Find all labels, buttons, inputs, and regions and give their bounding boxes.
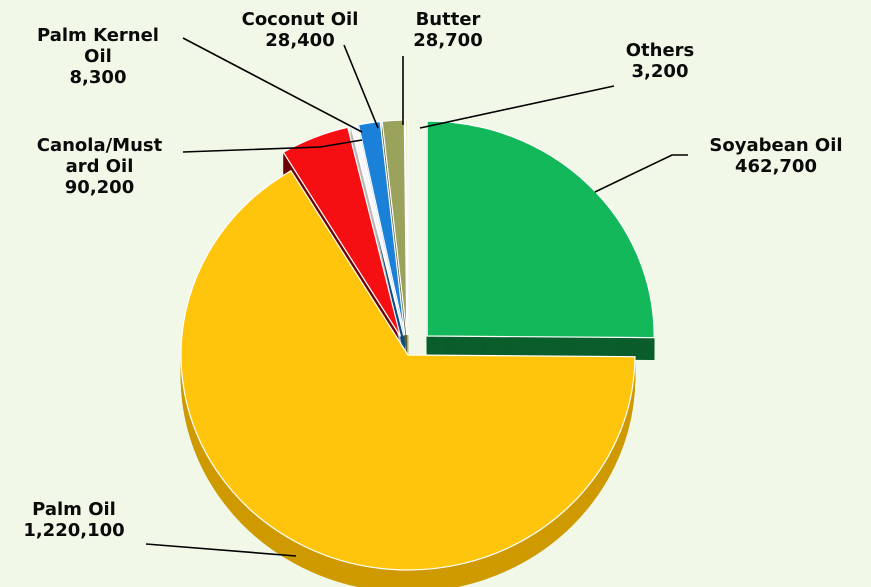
slice-palm-oil [180,169,636,571]
leader-line-palm-oil [145,543,297,557]
slice-label-canola-mustard-oil: Canola/Must ard Oil 90,200 [12,135,187,198]
slice-name-canola-line-1: Canola/Must [36,135,163,156]
slice-value-butter: 28,700 [413,30,483,51]
leader-line-coconut-oil [343,44,379,129]
slice-name-canola-line-2: ard Oil [65,156,134,177]
slice-name-others: Others [625,40,695,61]
slice-value-soyabean-oil: 462,700 [735,156,817,177]
pie-top-layer [180,119,655,571]
leader-line-soyabean-oil [594,154,688,193]
slice-value-coconut-oil: 28,400 [265,30,335,51]
leader-line-canola-mustard-oil [182,139,363,153]
leader-lines [145,37,688,557]
slice-label-coconut-oil: Coconut Oil 28,400 [230,9,370,51]
slice-name-palm-oil: Palm Oil [32,499,116,520]
slice-name-palm-kernel-line-2: Oil [84,46,112,67]
leader-line-palm-kernel-oil [182,37,363,133]
slice-coconut-oil [357,120,406,336]
leader-line-others [419,85,615,129]
slice-label-palm-kernel-oil: Palm Kernel Oil 8,300 [17,25,179,88]
slice-name-coconut-oil: Coconut Oil [241,9,359,30]
slice-name-soyabean-oil: Soyabean Oil [709,135,843,156]
slice-butter [381,119,408,336]
slice-label-butter: Butter 28,700 [396,9,500,51]
slice-others [404,119,409,336]
slice-soyabean-oil [426,120,655,339]
slice-name-palm-kernel-line-1: Palm Kernel [37,25,159,46]
slice-name-butter: Butter [415,9,481,30]
slice-label-others: Others 3,200 [610,40,710,82]
slice-label-palm-oil: Palm Oil 1,220,100 [0,499,148,541]
slice-label-soyabean-oil: Soyabean Oil 462,700 [688,135,864,177]
slice-value-canola-mustard-oil: 90,200 [64,177,135,198]
slice-canola-mustard-oil [282,126,402,337]
slice-value-others: 3,200 [631,61,689,82]
slice-value-palm-oil: 1,220,100 [23,520,125,541]
slice-value-palm-kernel-oil: 8,300 [69,67,127,88]
